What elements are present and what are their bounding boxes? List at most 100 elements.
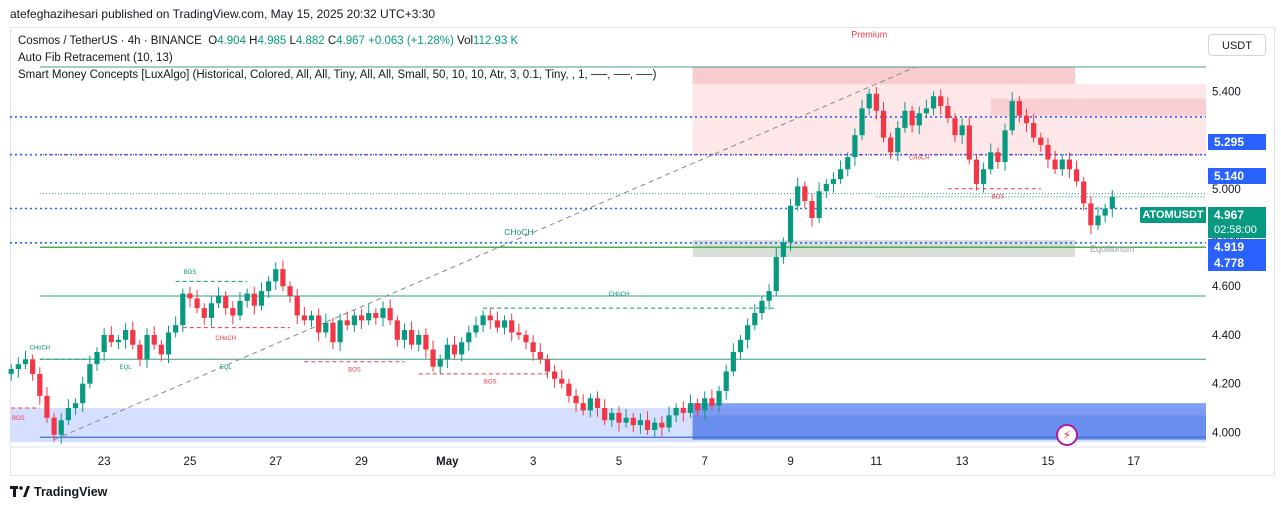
candle-body (809, 200, 815, 219)
candle-body (8, 369, 14, 374)
candle-body (795, 186, 801, 206)
legend-close: 4.967 (336, 35, 365, 47)
x-tick-label: 27 (269, 456, 282, 468)
x-tick-label: 3 (530, 456, 536, 468)
x-tick-label: 17 (1127, 456, 1140, 468)
candle-body (652, 422, 658, 430)
candle-body (759, 300, 765, 314)
legend-symbol-row: Cosmos / TetherUS · 4h · BINANCE O4.904 … (18, 35, 518, 47)
candle-body (816, 191, 822, 219)
legend-change: +0.063 (+1.28%) (368, 35, 454, 47)
candle-body (323, 322, 329, 333)
candle-body (151, 334, 157, 345)
price-tag-4919: 4.919 (1208, 239, 1266, 255)
label-equilibrium: Equilibrium (1090, 244, 1135, 254)
candle-body (72, 403, 79, 409)
price-tag-4778: 4.778 (1208, 255, 1266, 271)
candle-body (330, 322, 336, 343)
candle-body (401, 330, 408, 340)
candle-body (387, 308, 393, 321)
publisher-line: atefeghazihesari published on TradingVie… (10, 7, 436, 21)
candle-body (1102, 208, 1108, 216)
legend-open-label: O (208, 35, 218, 47)
candle-body (873, 93, 879, 111)
candle-body (802, 186, 808, 201)
candle-body (87, 364, 93, 384)
label-eql-2: EQL (220, 365, 233, 371)
candle-body (1023, 115, 1030, 124)
legend-low: 4.882 (295, 35, 325, 47)
price-chart[interactable]: Premium CHoCH CHoCH CHoCH CHoCH CHoCH BOS BOS BO… (0, 0, 1281, 480)
candle-body (15, 364, 21, 370)
candle-body (780, 242, 786, 257)
lightning-icon[interactable]: ⚡ (1056, 424, 1078, 446)
candle-body (845, 157, 851, 170)
currency-button[interactable]: USDT (1208, 34, 1266, 56)
x-tick-label: 7 (702, 456, 708, 468)
label-choch-green: CHoCH (609, 292, 630, 298)
candle-body (437, 359, 443, 367)
candle-body (623, 417, 629, 423)
legend-open: 4.904 (217, 35, 246, 47)
candle-body (80, 383, 86, 404)
candle-body (1031, 123, 1037, 138)
candle-body (895, 127, 901, 153)
label-bos-1: BOS (184, 270, 197, 276)
candle-body (616, 412, 622, 423)
candle-body (888, 137, 894, 153)
candle-body (716, 390, 722, 406)
candle-body (115, 339, 122, 343)
candle-body (494, 320, 500, 328)
legend-indicator-smc[interactable]: Smart Money Concepts [LuxAlgo] (Historic… (18, 69, 657, 81)
legend-indicator-fib[interactable]: Auto Fib Retracement (10, 13) (18, 52, 173, 64)
label-bos-3: BOS (484, 380, 497, 386)
candle-body (537, 351, 543, 360)
candle-body (466, 332, 472, 343)
candle-body (1073, 169, 1080, 182)
y-tick-label: 4.400 (1212, 330, 1241, 342)
candle-body (966, 125, 972, 160)
candle-body (1095, 215, 1101, 226)
candle-body (838, 169, 844, 180)
label-bos-2: BOS (348, 367, 361, 373)
footer-brand-label: TradingView (34, 485, 108, 499)
label-choch-top: CHoCH (909, 156, 930, 162)
fib-trend-line (53, 66, 916, 441)
candle-body (573, 395, 579, 404)
candle-body (308, 315, 315, 321)
candle-body (659, 422, 665, 428)
candle-body (208, 303, 214, 318)
supply-zone-dark (990, 98, 1206, 116)
candle-body (251, 293, 257, 306)
x-tick-label: 11 (870, 456, 882, 468)
candle-body (566, 383, 572, 396)
candle-body (530, 342, 536, 352)
candle-body (459, 342, 465, 355)
candle-body (65, 408, 71, 421)
candle-body (194, 298, 200, 309)
candle-body (1038, 137, 1044, 145)
candle-body (101, 334, 107, 352)
candle-body (137, 344, 143, 360)
candle-body (923, 108, 929, 114)
legend-high-label: H (249, 35, 258, 47)
label-choch-left: CHoCH (29, 346, 50, 352)
y-tick-label: 4.000 (1212, 427, 1241, 439)
candle-body (373, 313, 379, 318)
candle-body (737, 339, 744, 352)
last-price: 4.967 (1214, 208, 1245, 222)
candle-body (880, 110, 887, 138)
legend-volume-label: Vol (457, 35, 474, 47)
footer-brand[interactable]: TradingView (10, 485, 107, 499)
x-tick-label: 15 (1042, 456, 1055, 468)
candle-body (1066, 159, 1072, 170)
candle-body (165, 332, 172, 355)
candle-body (144, 334, 150, 360)
candle-body (215, 295, 222, 304)
candle-body (30, 359, 36, 374)
candle-body (1002, 130, 1008, 162)
candle-body (123, 330, 129, 340)
x-tick-label: 25 (184, 456, 197, 468)
label-premium: Premium (851, 30, 887, 40)
candle-body (981, 169, 987, 184)
